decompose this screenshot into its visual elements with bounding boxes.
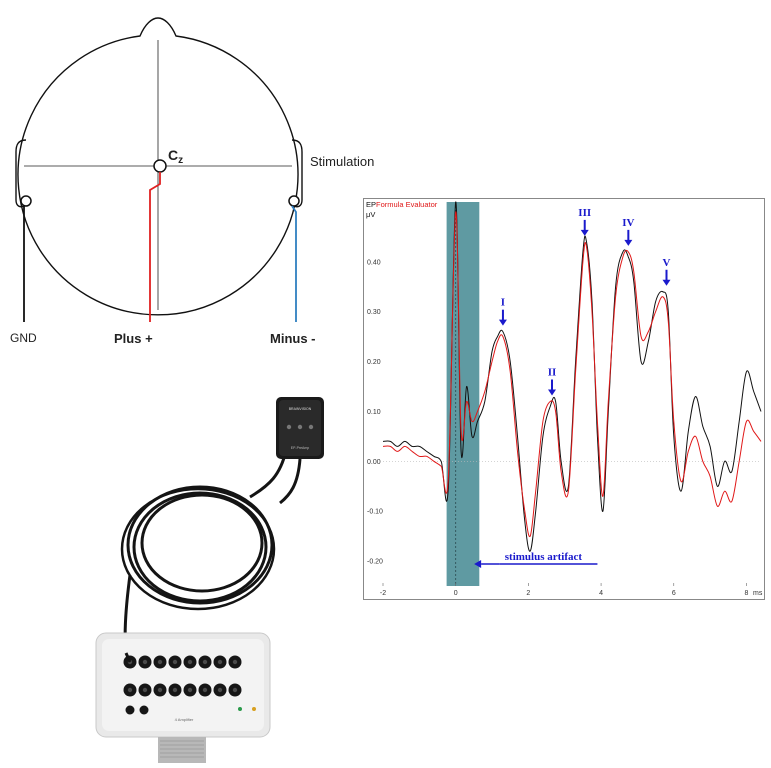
peak-arrow-head	[580, 229, 589, 236]
peak-arrow-head	[548, 389, 557, 396]
x-tick-label: 0	[454, 590, 458, 597]
amp-aux-jack	[125, 705, 135, 715]
amp-input-jack-center	[127, 687, 133, 693]
y-tick-label: 0.40	[367, 259, 381, 266]
amp-label: 4 Amplifier	[175, 717, 194, 722]
right-ear	[291, 139, 303, 208]
legend-ep: EP	[366, 200, 376, 209]
y-tick-label: -0.10	[367, 509, 383, 516]
x-tick-label: -2	[380, 590, 386, 597]
amp-input-jack-center	[157, 659, 163, 665]
cz-electrode	[153, 159, 167, 173]
peak-arrow-head	[498, 319, 507, 326]
peak-label: V	[663, 257, 671, 269]
peak-arrow-head	[624, 239, 633, 246]
ribbon-connector	[158, 737, 206, 763]
x-unit-label: ms	[753, 590, 763, 597]
peak-label: IV	[622, 217, 634, 229]
amp-input-jack-center	[217, 659, 223, 665]
preamp-jack-gnd	[297, 424, 303, 430]
chart-frame	[363, 198, 765, 600]
artifact-band	[446, 202, 480, 586]
amp-input-jack-center	[187, 687, 193, 693]
x-tick-label: 4	[599, 590, 603, 597]
minus-electrode	[288, 195, 300, 207]
y-axis-label: μV	[366, 210, 375, 219]
series-line-formula-evaluator	[382, 211, 762, 538]
peak-label: III	[578, 207, 591, 219]
cable-coil	[120, 450, 288, 654]
amp-input-jack-center	[172, 687, 178, 693]
legend-formula-evaluator: Formula Evaluator	[376, 200, 438, 209]
data-indicator	[252, 707, 256, 711]
amp-cable-end	[124, 652, 132, 663]
amp-aux-jack	[139, 705, 149, 715]
preamp-jack-minus	[308, 424, 314, 430]
y-tick-label: 0.00	[367, 459, 381, 466]
x-tick-label: 8	[745, 590, 749, 597]
y-tick-label: 0.20	[367, 359, 381, 366]
amp-input-jack-center	[142, 687, 148, 693]
stimulus-artifact-label: stimulus artifact	[505, 551, 583, 563]
x-tick-label: 2	[526, 590, 530, 597]
peak-label: I	[501, 297, 505, 309]
amplifier-unit: 4 Amplifier	[95, 458, 302, 763]
amp-input-jack-center	[232, 687, 238, 693]
amp-input-jack-center	[187, 659, 193, 665]
ep-preamp: BRAINVISION EP-PreAmp	[276, 397, 324, 459]
minus-wire	[291, 205, 297, 322]
amp-input-jack-center	[232, 659, 238, 665]
plus-label: Plus +	[114, 331, 153, 346]
gnd-electrode	[20, 195, 32, 207]
y-tick-label: 0.10	[367, 409, 381, 416]
amplifier-device-illustration: BRAINVISION EP-PreAmp 4 Amplifier	[95, 397, 324, 763]
amp-input-jack-center	[142, 659, 148, 665]
y-tick-label: -0.20	[367, 559, 383, 566]
power-indicator	[238, 707, 242, 711]
electrode-montage-diagram: Cz Stimulation GND Plus + Minus -	[10, 17, 374, 346]
y-tick-label: 0.30	[367, 309, 381, 316]
artifact-arrow-head	[474, 560, 482, 568]
amp-input-jack-center	[172, 659, 178, 665]
left-ear	[15, 139, 27, 208]
preamp-brand: BRAINVISION	[289, 407, 312, 411]
stimulation-label: Stimulation	[310, 154, 374, 169]
amp-input-jack-center	[157, 687, 163, 693]
cz-label: C	[168, 147, 178, 163]
amp-input-jack-center	[217, 687, 223, 693]
preamp-label: EP-PreAmp	[291, 446, 310, 450]
peak-arrow-head	[662, 279, 671, 286]
amp-input-jack-center	[202, 659, 208, 665]
ep-waveform-chart: 0.40 0.30 0.20 0.10 0.00 -0.10 -0.20 -2 0 2 4 6 8 ms E…	[363, 198, 765, 605]
cz-subscript: z	[178, 155, 183, 166]
plus-wire	[149, 172, 161, 322]
svg-text:Cz: Cz	[168, 147, 183, 166]
gnd-label: GND	[10, 331, 37, 345]
preamp-cable	[279, 458, 302, 505]
peak-label: II	[548, 366, 557, 378]
x-tick-label: 6	[672, 590, 676, 597]
amp-input-jack-center	[202, 687, 208, 693]
preamp-jack-plus	[286, 424, 292, 430]
minus-label: Minus -	[270, 331, 316, 346]
